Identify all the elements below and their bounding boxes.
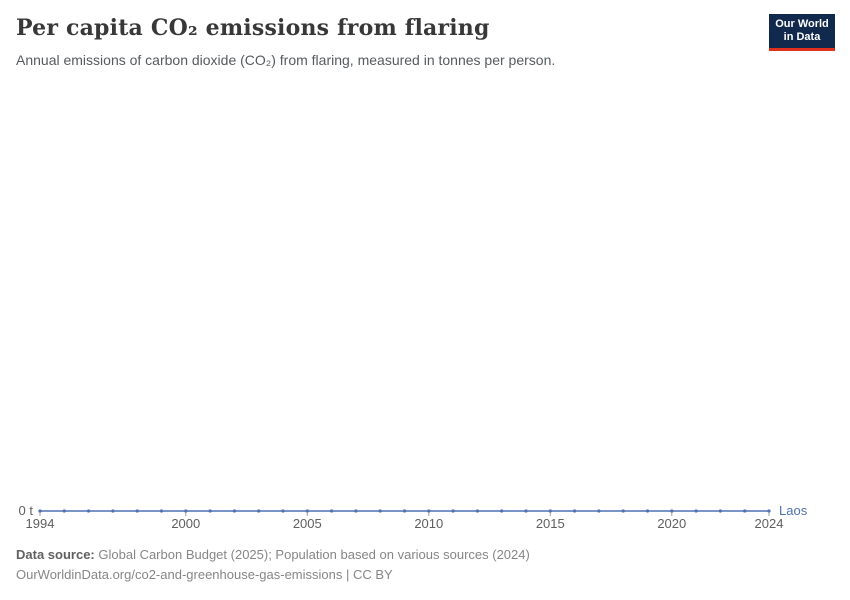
data-point[interactable] [87, 509, 91, 513]
data-point[interactable] [208, 509, 212, 513]
data-source-text: Global Carbon Budget (2025); Population … [98, 547, 530, 562]
x-axis-tick-label: 2024 [754, 516, 784, 531]
x-axis-tick-label: 2010 [414, 516, 444, 531]
data-point[interactable] [354, 509, 358, 513]
data-source-label: Data source: [16, 547, 95, 562]
x-axis-tick-label: 2015 [535, 516, 565, 531]
owid-logo-line2: in Data [783, 31, 821, 43]
data-point[interactable] [670, 509, 674, 513]
data-point[interactable] [62, 509, 66, 513]
data-point[interactable] [645, 509, 650, 513]
x-axis-tick-label: 2020 [657, 516, 687, 531]
data-point[interactable] [427, 509, 431, 513]
data-point[interactable] [548, 509, 552, 513]
x-axis-tick-label: 2005 [292, 516, 322, 531]
data-point[interactable] [135, 509, 139, 513]
data-point[interactable] [475, 509, 479, 513]
data-point[interactable] [184, 509, 188, 513]
data-source-line: Data source: Global Carbon Budget (2025)… [16, 546, 530, 563]
owid-logo-accent-bar [769, 48, 835, 51]
chart-footer: Data source: Global Carbon Budget (2025)… [16, 546, 530, 586]
data-point[interactable] [573, 509, 577, 513]
owid-logo[interactable]: Our World in Data [769, 14, 835, 51]
data-point[interactable] [524, 509, 528, 513]
data-point[interactable] [232, 509, 236, 513]
license-link-line[interactable]: OurWorldinData.org/co2-and-greenhouse-ga… [16, 567, 393, 582]
owid-logo-line1: Our World [775, 18, 829, 30]
data-point[interactable] [111, 509, 115, 513]
data-point[interactable] [281, 509, 285, 513]
data-point[interactable] [621, 509, 625, 513]
data-point[interactable] [500, 509, 504, 513]
data-point[interactable] [330, 509, 334, 513]
chart-subtitle: Annual emissions of carbon dioxide (CO₂)… [16, 52, 556, 68]
data-point[interactable] [597, 509, 601, 513]
data-point[interactable] [451, 509, 455, 513]
data-point[interactable] [38, 509, 42, 513]
chart-title: Per capita CO₂ emissions from flaring [16, 15, 490, 41]
data-point[interactable] [378, 509, 382, 513]
x-axis-tick-label: 2000 [171, 516, 201, 531]
data-point[interactable] [767, 509, 771, 513]
x-axis-tick-label: 1994 [25, 516, 55, 531]
data-point[interactable] [694, 509, 698, 513]
data-point[interactable] [402, 509, 407, 513]
data-point[interactable] [305, 509, 309, 513]
data-point[interactable] [159, 509, 164, 513]
data-point[interactable] [257, 509, 261, 513]
data-point[interactable] [718, 509, 723, 513]
y-axis-zero-label: 0 t [18, 503, 33, 518]
entity-label[interactable]: Laos [779, 503, 808, 518]
data-point[interactable] [743, 509, 747, 513]
